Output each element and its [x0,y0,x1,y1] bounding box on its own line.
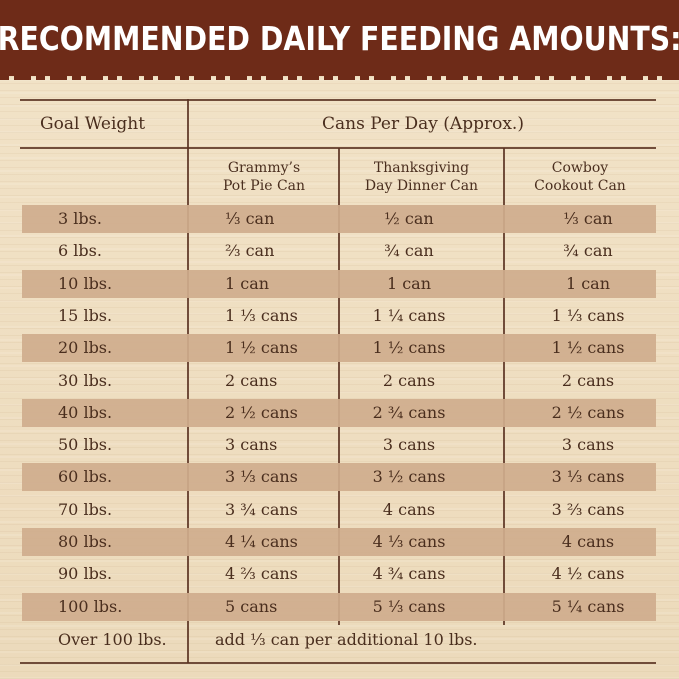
grammy-cell: 3 ¾ cans [225,500,298,519]
grammy-cell: 3 ⅓ cans [225,467,298,486]
weight-cell: 60 lbs. [58,467,113,486]
thanksgiving-cell: 1 can [386,274,432,293]
cowboy-cell: 4 ½ cans [551,564,625,583]
row-band [22,528,656,556]
cowboy-cell: ¾ can [563,241,613,260]
weight-cell: 15 lbs. [58,306,113,325]
grammy-cell: 1 can [225,274,270,293]
weight-cell: 70 lbs. [58,500,113,519]
weight-cell: 90 lbs. [58,564,113,583]
row-band [22,270,656,298]
grammy-cell: ⅓ can [225,209,275,228]
thanksgiving-cell: 1 ¼ cans [372,306,446,325]
weight-cell: 30 lbs. [58,371,113,390]
cowboy-cell: ⅓ can [563,209,613,228]
cowboy-cell: 3 ⅔ cans [551,500,625,519]
footer-note: add ⅓ can per additional 10 lbs. [215,630,478,649]
bottom-rule [20,662,656,664]
goal-weight-header: Goal Weight [40,114,146,134]
cowboy-cell: 1 ½ cans [551,338,625,357]
cowboy-cell: 4 cans [561,532,615,551]
cowboy-cell: 3 cans [561,435,615,454]
grammy-cell: 3 cans [225,435,278,454]
thanksgiving-cell: ¾ can [384,241,434,260]
weight-cell: 20 lbs. [58,338,113,357]
grammy-cell: 2 ½ cans [225,403,298,422]
weight-cell: 40 lbs. [58,403,113,422]
thanksgiving-cell: 4 ⅓ cans [372,532,446,551]
row-band [22,334,656,362]
row-band [22,593,656,621]
cowboy-cell: 5 ¼ cans [551,597,625,616]
cowboy-cell: 1 can [565,274,611,293]
column-divider-1 [338,148,340,625]
title-banner: RECOMMENDED DAILY FEEDING AMOUNTS: [0,0,679,80]
column-header-grammy-line1: Grammy’s [227,160,301,176]
goal-weight-divider [187,99,189,663]
thanksgiving-cell: 2 ¾ cans [372,403,446,422]
weight-cell: 6 lbs. [58,241,102,260]
grammy-cell: 1 ⅓ cans [225,306,298,325]
thanksgiving-cell: 4 ¾ cans [372,564,446,583]
weight-cell: 10 lbs. [58,274,113,293]
column-header-cowboy: Cowboy Cookout Can [505,159,655,195]
weight-cell: 50 lbs. [58,435,113,454]
grammy-cell: 2 cans [225,371,278,390]
column-header-thanksgiving-line1: Thanksgiving [373,160,470,176]
column-header-thanksgiving-line2: Day Dinner Can [364,178,479,194]
thanksgiving-cell: 5 ⅓ cans [372,597,446,616]
column-header-cowboy-line2: Cookout Can [534,178,626,194]
cowboy-cell: 2 ½ cans [551,403,625,422]
column-header-grammy-line2: Pot Pie Can [222,178,306,194]
weight-cell: 100 lbs. [58,597,123,616]
cowboy-cell: 2 cans [561,371,615,390]
row-band [22,205,656,233]
row-band [22,399,656,427]
column-header-thanksgiving: Thanksgiving Day Dinner Can [340,159,503,195]
column-divider-2 [503,148,505,625]
grammy-cell: 1 ½ cans [225,338,298,357]
grammy-cell: 4 ⅔ cans [225,564,298,583]
column-header-cowboy-line1: Cowboy [551,160,609,176]
cowboy-cell: 3 ⅓ cans [551,467,625,486]
top-rule [20,99,656,101]
column-header-grammy: Grammy’s Pot Pie Can [190,159,338,195]
weight-cell: 3 lbs. [58,209,102,228]
grammy-cell: 5 cans [225,597,278,616]
grammy-cell: ⅔ can [225,241,275,260]
thanksgiving-cell: 4 cans [382,500,436,519]
row-band [22,463,656,491]
thanksgiving-cell: ½ can [384,209,434,228]
thanksgiving-cell: 2 cans [382,371,436,390]
footer-weight: Over 100 lbs. [58,630,167,649]
thanksgiving-cell: 1 ½ cans [372,338,446,357]
grammy-cell: 4 ¼ cans [225,532,298,551]
cans-per-day-header: Cans Per Day (Approx.) [322,114,524,134]
weight-cell: 80 lbs. [58,532,113,551]
page-title: RECOMMENDED DAILY FEEDING AMOUNTS: [0,18,679,58]
cowboy-cell: 1 ⅓ cans [551,306,625,325]
thanksgiving-cell: 3 ½ cans [372,467,446,486]
thanksgiving-cell: 3 cans [382,435,436,454]
